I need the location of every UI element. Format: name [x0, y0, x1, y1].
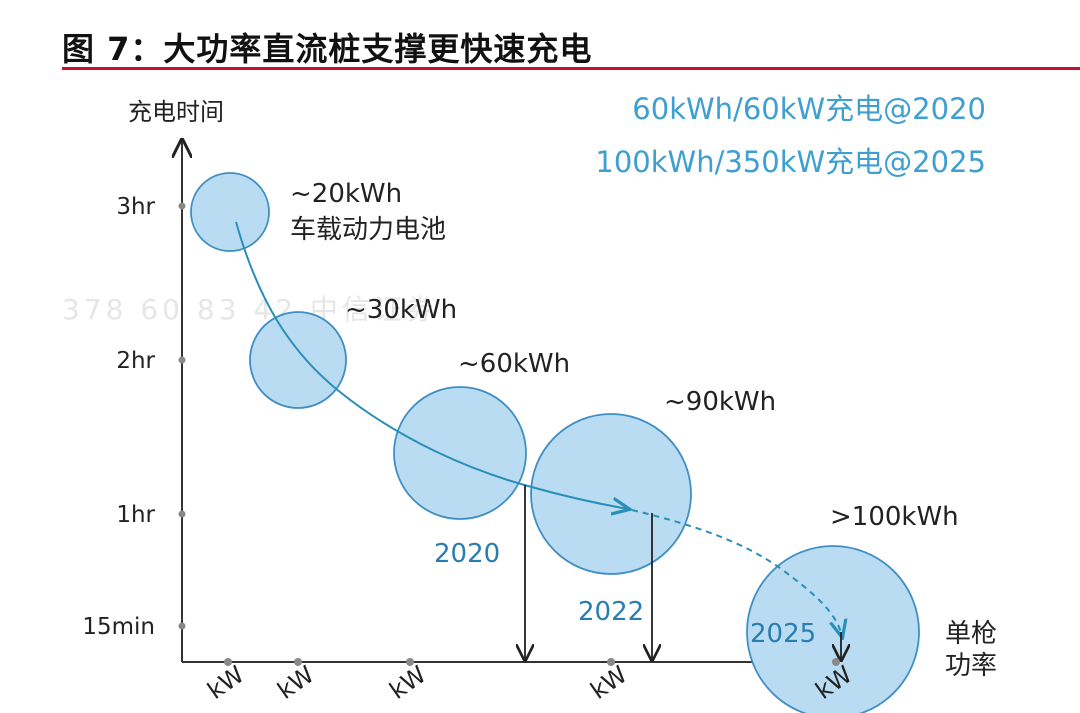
- y-tick-label-3hr: 3hr: [116, 194, 155, 220]
- title-rule: [62, 67, 1080, 70]
- figure-title: 图 7：大功率直流桩支撑更快速充电: [62, 30, 593, 68]
- bubble-sublabel-20kwh: 车载动力电池: [290, 215, 446, 245]
- trend-curve-dashed: [631, 509, 842, 636]
- bubble-label-60kwh: ~60kWh: [458, 349, 570, 379]
- x-tick-label: kW: [202, 660, 249, 705]
- legend-entry-2025: 100kWh/350kW充电@2025: [595, 145, 986, 179]
- bubble-label-100kwh: >100kWh: [830, 502, 959, 532]
- bubble-90kwh: [530, 413, 692, 575]
- x-tick-label: kW: [272, 660, 319, 705]
- bubble-label-20kwh: ~20kWh: [290, 179, 402, 209]
- x-tick-dot: [406, 658, 414, 666]
- x-tick-dot: [607, 658, 615, 666]
- year-label-2025: 2025: [750, 619, 816, 649]
- x-tick-label: kW: [585, 660, 632, 705]
- bubble-60kwh: [393, 386, 527, 520]
- bubble-label-90kwh: ~90kWh: [664, 387, 776, 417]
- y-tick-dot: [178, 356, 186, 364]
- legend-entry-2020: 60kWh/60kW充电@2020: [632, 92, 986, 126]
- y-tick-label-1hr: 1hr: [116, 502, 155, 528]
- bubble-label-30kwh: ~30kWh: [345, 295, 457, 325]
- year-label-2022: 2022: [578, 597, 644, 627]
- year-label-2020: 2020: [434, 539, 500, 569]
- x-tick-dot: [224, 658, 232, 666]
- bubble-30kwh: [249, 311, 347, 409]
- y-tick-dot: [178, 622, 186, 630]
- x-tick-label: kW: [384, 660, 431, 705]
- y-axis-label: 充电时间: [128, 98, 224, 126]
- y-tick-dot: [178, 510, 186, 518]
- x-axis-label-line2: 功率: [945, 651, 997, 681]
- y-tick-label-2hr: 2hr: [116, 348, 155, 374]
- x-axis-label-line1: 单枪: [945, 619, 997, 649]
- x-tick-dot: [832, 658, 840, 666]
- trend-curve-solid: [235, 221, 628, 509]
- y-tick-label-15min: 15min: [82, 614, 155, 640]
- x-tick-dot: [294, 658, 302, 666]
- bubble-20kwh: [190, 172, 270, 252]
- y-tick-dot: [178, 202, 186, 210]
- watermark: 378 60 83 42 中信证券: [62, 293, 438, 326]
